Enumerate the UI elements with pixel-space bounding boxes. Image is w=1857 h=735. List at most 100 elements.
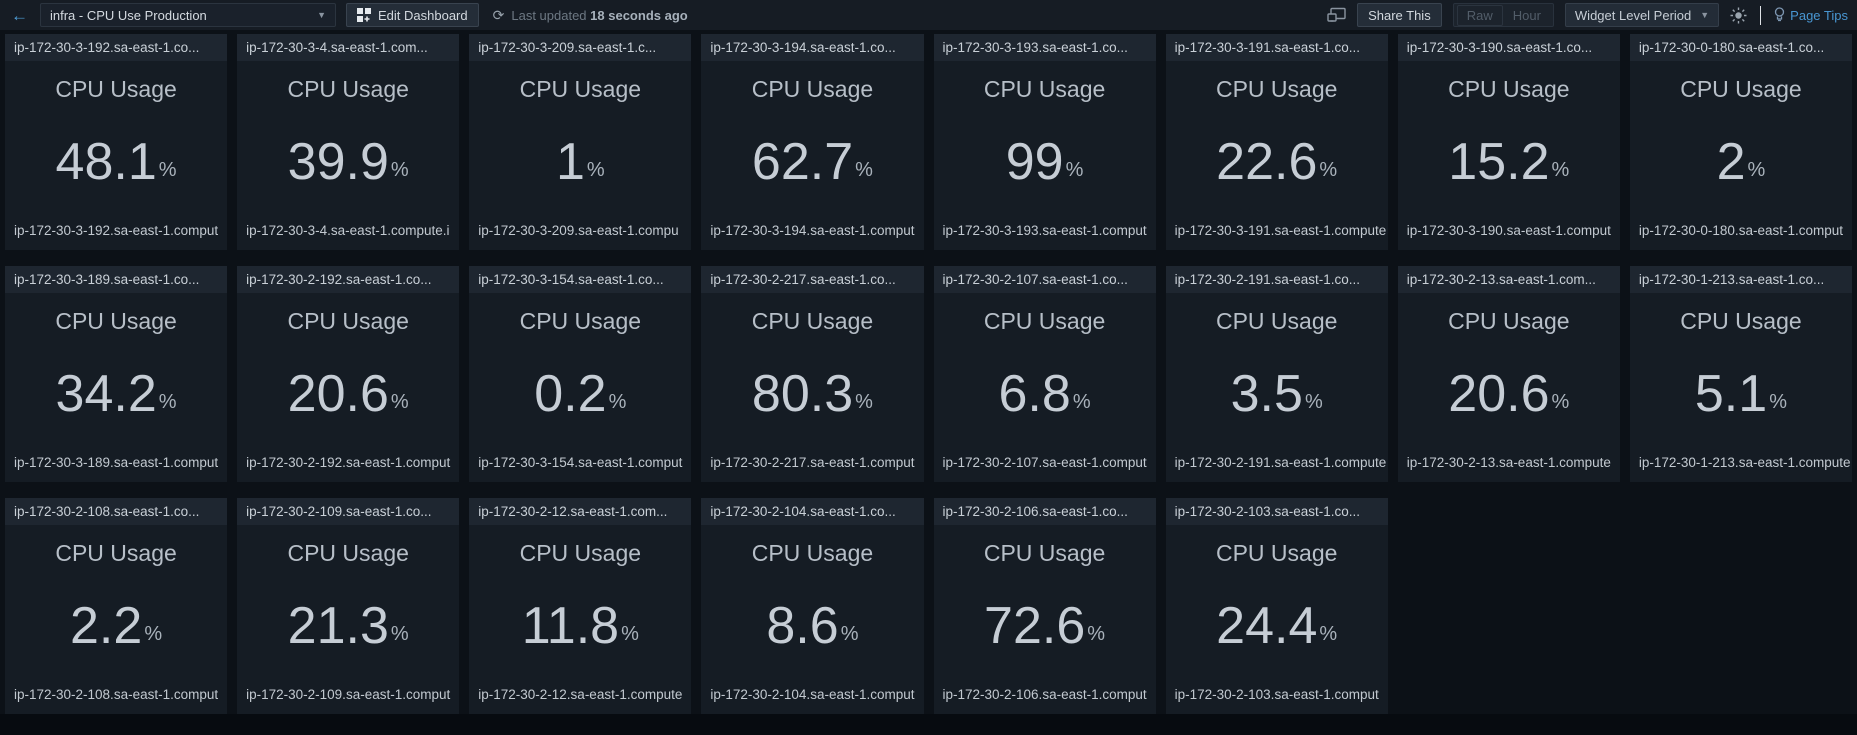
cpu-usage-widget[interactable]: ip-172-30-2-192.sa-east-1.co... CPU Usag… [237, 266, 460, 482]
percent-unit: % [855, 159, 873, 181]
widget-host-header[interactable]: ip-172-30-2-107.sa-east-1.co... [933, 266, 1156, 293]
cpu-value: 62.7 [751, 132, 854, 191]
widget-value-row: 8.6 % [766, 567, 858, 684]
cpu-usage-widget[interactable]: ip-172-30-2-13.sa-east-1.com... CPU Usag… [1397, 266, 1620, 482]
widget-host-footer: ip-172-30-3-4.sa-east-1.compute.i [246, 223, 450, 238]
cpu-usage-widget[interactable]: ip-172-30-2-104.sa-east-1.co... CPU Usag… [701, 498, 924, 714]
refresh-icon[interactable]: ⟳ [492, 6, 505, 23]
cpu-usage-widget[interactable]: ip-172-30-3-154.sa-east-1.co... CPU Usag… [469, 266, 692, 482]
cpu-value: 48.1 [55, 132, 157, 191]
widget-host-footer: ip-172-30-3-191.sa-east-1.compute [1174, 223, 1387, 238]
widget-host-header[interactable]: ip-172-30-2-103.sa-east-1.co... [1165, 498, 1388, 525]
widget-body: CPU Usage 15.2 % ip-172-30-3-190.sa-east… [1398, 61, 1620, 250]
widget-value-row: 80.3 % [752, 335, 873, 452]
widget-title: CPU Usage [287, 76, 409, 102]
cpu-usage-widget[interactable]: ip-172-30-2-107.sa-east-1.co... CPU Usag… [933, 266, 1156, 482]
share-this-button[interactable]: Share This [1357, 3, 1442, 27]
widget-host-header[interactable]: ip-172-30-3-194.sa-east-1.co... [701, 34, 924, 61]
widget-host-header[interactable]: ip-172-30-3-190.sa-east-1.co... [1397, 34, 1620, 61]
cpu-usage-widget[interactable]: ip-172-30-2-108.sa-east-1.co... CPU Usag… [5, 498, 228, 714]
widget-grid: ip-172-30-3-192.sa-east-1.co... CPU Usag… [0, 30, 1857, 714]
widget-host-header[interactable]: ip-172-30-3-4.sa-east-1.com... [237, 34, 460, 61]
widget-host-header[interactable]: ip-172-30-3-193.sa-east-1.co... [933, 34, 1156, 61]
widget-host-header[interactable]: ip-172-30-1-213.sa-east-1.co... [1629, 266, 1852, 293]
cpu-usage-widget[interactable]: ip-172-30-2-217.sa-east-1.co... CPU Usag… [701, 266, 924, 482]
toggle-raw[interactable]: Raw [1456, 4, 1503, 26]
widget-host-header[interactable]: ip-172-30-3-209.sa-east-1.c... [469, 34, 692, 61]
percent-unit: % [158, 391, 177, 413]
cpu-usage-widget[interactable]: ip-172-30-3-209.sa-east-1.c... CPU Usage… [469, 34, 692, 250]
percent-unit: % [1304, 391, 1323, 413]
raw-hour-toggle: Raw Hour [1452, 3, 1554, 27]
cpu-usage-widget[interactable]: ip-172-30-2-12.sa-east-1.com... CPU Usag… [469, 498, 692, 714]
widget-host-header[interactable]: ip-172-30-2-12.sa-east-1.com... [469, 498, 692, 525]
widget-host-header[interactable]: ip-172-30-2-109.sa-east-1.co... [237, 498, 460, 525]
widget-level-period-select[interactable]: Widget Level Period ▼ [1564, 3, 1720, 27]
widget-host-header[interactable]: ip-172-30-3-191.sa-east-1.co... [1165, 34, 1388, 61]
widget-value-row: 48.1 % [56, 103, 177, 220]
cpu-value: 34.2 [55, 364, 157, 423]
widget-value-row: 1 % [556, 103, 605, 220]
brightness-icon[interactable] [1730, 7, 1747, 24]
cpu-usage-widget[interactable]: ip-172-30-3-189.sa-east-1.co... CPU Usag… [5, 266, 228, 482]
percent-unit: % [840, 623, 859, 645]
edit-dashboard-button[interactable]: Edit Dashboard [346, 3, 479, 27]
widget-body: CPU Usage 8.6 % ip-172-30-2-104.sa-east-… [701, 525, 923, 714]
percent-unit: % [1319, 623, 1338, 645]
cpu-usage-widget[interactable]: ip-172-30-3-194.sa-east-1.co... CPU Usag… [701, 34, 924, 250]
cpu-value: 22.6 [1216, 132, 1318, 191]
toggle-hour[interactable]: Hour [1512, 7, 1541, 23]
cpu-value: 3.5 [1230, 364, 1303, 423]
widget-value-row: 22.6 % [1216, 103, 1337, 220]
cpu-value: 0.2 [534, 364, 607, 423]
widget-title: CPU Usage [519, 76, 642, 102]
widget-host-header[interactable]: ip-172-30-3-189.sa-east-1.co... [5, 266, 228, 293]
widget-value-row: 24.4 % [1216, 567, 1337, 684]
widget-host-header[interactable]: ip-172-30-2-13.sa-east-1.com... [1397, 266, 1620, 293]
widget-host-header[interactable]: ip-172-30-3-192.sa-east-1.co... [5, 34, 228, 61]
widget-title: CPU Usage [1448, 308, 1570, 334]
widget-host-footer: ip-172-30-2-192.sa-east-1.comput [246, 455, 451, 470]
cpu-usage-widget[interactable]: ip-172-30-3-191.sa-east-1.co... CPU Usag… [1165, 34, 1388, 250]
percent-unit: % [390, 623, 409, 645]
widget-host-header[interactable]: ip-172-30-3-154.sa-east-1.co... [469, 266, 692, 293]
cpu-value: 20.6 [1448, 364, 1550, 423]
widget-host-footer: ip-172-30-2-12.sa-east-1.compute [478, 687, 683, 702]
cpu-usage-widget[interactable]: ip-172-30-2-109.sa-east-1.co... CPU Usag… [237, 498, 460, 714]
cpu-usage-widget[interactable]: ip-172-30-3-190.sa-east-1.co... CPU Usag… [1397, 34, 1620, 250]
cpu-value: 20.6 [287, 364, 389, 423]
cpu-value: 24.4 [1216, 596, 1318, 655]
cpu-usage-widget[interactable]: ip-172-30-2-103.sa-east-1.co... CPU Usag… [1165, 498, 1388, 714]
widget-value-row: 99 % [1006, 103, 1084, 220]
percent-unit: % [1319, 159, 1338, 181]
cpu-usage-widget[interactable]: ip-172-30-3-193.sa-east-1.co... CPU Usag… [933, 34, 1156, 250]
widget-host-footer: ip-172-30-3-189.sa-east-1.comput [14, 455, 219, 470]
page-tips-link[interactable]: Page Tips [1774, 7, 1848, 23]
cpu-value: 99 [1005, 132, 1064, 191]
widget-title: CPU Usage [1215, 540, 1338, 566]
widget-host-header[interactable]: ip-172-30-2-104.sa-east-1.co... [701, 498, 924, 525]
divider [1760, 5, 1762, 25]
back-arrow-icon[interactable]: ← [11, 5, 28, 25]
widget-host-header[interactable]: ip-172-30-2-108.sa-east-1.co... [5, 498, 228, 525]
widget-host-header[interactable]: ip-172-30-2-217.sa-east-1.co... [701, 266, 924, 293]
cpu-usage-widget[interactable]: ip-172-30-3-192.sa-east-1.co... CPU Usag… [5, 34, 228, 250]
widget-host-header[interactable]: ip-172-30-2-191.sa-east-1.co... [1165, 266, 1388, 293]
cpu-usage-widget[interactable]: ip-172-30-2-191.sa-east-1.co... CPU Usag… [1165, 266, 1388, 482]
cpu-usage-widget[interactable]: ip-172-30-3-4.sa-east-1.com... CPU Usage… [237, 34, 460, 250]
widget-host-footer: ip-172-30-3-194.sa-east-1.comput [710, 223, 915, 238]
percent-unit: % [855, 391, 873, 413]
topbar: ← infra - CPU Use Production ▼ Edit Dash… [0, 0, 1857, 30]
cpu-usage-widget[interactable]: ip-172-30-1-213.sa-east-1.co... CPU Usag… [1629, 266, 1852, 482]
widget-host-footer: ip-172-30-3-193.sa-east-1.comput [942, 223, 1147, 238]
widget-host-header[interactable]: ip-172-30-2-106.sa-east-1.co... [933, 498, 1156, 525]
presentation-mode-icon[interactable] [1327, 7, 1346, 23]
dashboard-title-select[interactable]: infra - CPU Use Production ▼ [40, 3, 336, 27]
cpu-usage-widget[interactable]: ip-172-30-2-106.sa-east-1.co... CPU Usag… [933, 498, 1156, 714]
widget-body: CPU Usage 22.6 % ip-172-30-3-191.sa-east… [1166, 61, 1388, 250]
widget-host-header[interactable]: ip-172-30-2-192.sa-east-1.co... [237, 266, 460, 293]
widget-value-row: 62.7 % [752, 103, 873, 220]
widget-host-header[interactable]: ip-172-30-0-180.sa-east-1.co... [1629, 34, 1852, 61]
cpu-usage-widget[interactable]: ip-172-30-0-180.sa-east-1.co... CPU Usag… [1629, 34, 1852, 250]
widget-value-row: 20.6 % [1448, 335, 1569, 452]
